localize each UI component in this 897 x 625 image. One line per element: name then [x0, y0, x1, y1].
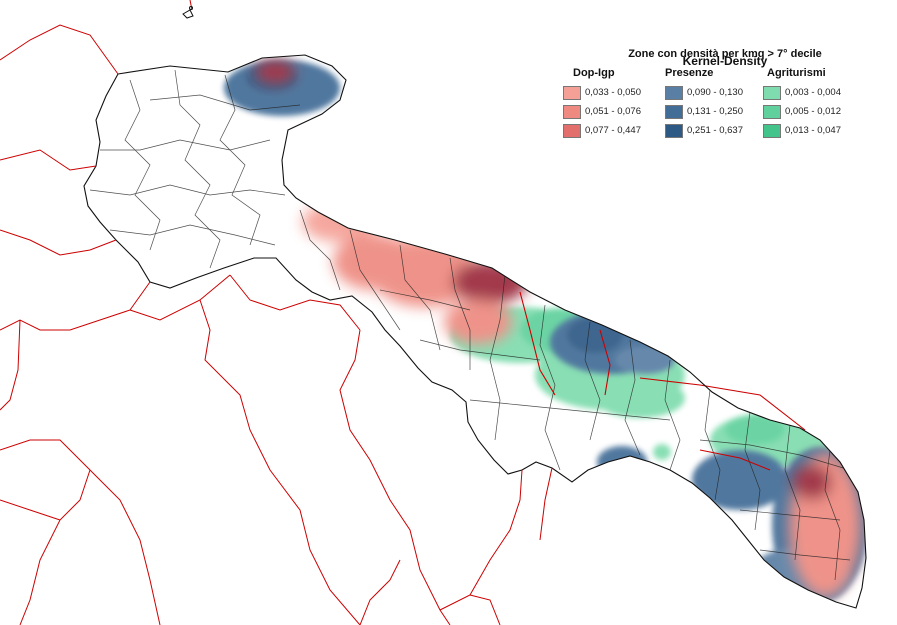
legend-item: 0,013 - 0,047 [763, 121, 873, 140]
legend-swatch [563, 104, 581, 119]
legend-item: 0,090 - 0,130 [665, 83, 775, 102]
legend-swatch [563, 123, 581, 138]
municipal-boundaries [89, 69, 851, 581]
legend-swatch [763, 123, 781, 138]
legend-heading: Agriturismi [767, 67, 826, 79]
legend-heading: Presenze [665, 67, 714, 79]
legend-label: 0,090 - 0,130 [687, 87, 743, 98]
legend-swatch [665, 85, 683, 100]
legend-label: 0,003 - 0,004 [785, 87, 841, 98]
legend-item: 0,051 - 0,076 [563, 102, 673, 121]
legend-item: 0,033 - 0,050 [563, 83, 673, 102]
legend-label: 0,251 - 0,637 [687, 125, 743, 136]
legend-group-presenze: Presenze 0,090 - 0,130 0,131 - 0,250 0,2… [665, 67, 775, 140]
density-overlay [224, 60, 866, 603]
legend-label: 0,033 - 0,050 [585, 87, 641, 98]
map-title: Kernel-Density [682, 54, 768, 68]
islands [182, 6, 194, 19]
legend-label: 0,013 - 0,047 [785, 125, 841, 136]
region-outline [83, 54, 867, 609]
legend-item: 0,251 - 0,637 [665, 121, 775, 140]
legend: Kernel-Density [560, 54, 890, 140]
legend-item: 0,131 - 0,250 [665, 102, 775, 121]
legend-label: 0,051 - 0,076 [585, 106, 641, 117]
legend-swatch [563, 85, 581, 100]
legend-swatch [665, 104, 683, 119]
legend-label: 0,077 - 0,447 [585, 125, 641, 136]
legend-group-agriturismi: Agriturismi 0,003 - 0,004 0,005 - 0,012 … [763, 67, 873, 140]
legend-heading: Dop-Igp [573, 67, 615, 79]
legend-item: 0,003 - 0,004 [763, 83, 873, 102]
legend-swatch [763, 104, 781, 119]
legend-group-dop-igp: Dop-Igp 0,033 - 0,050 0,051 - 0,076 0,07… [563, 67, 673, 140]
legend-label: 0,005 - 0,012 [785, 106, 841, 117]
legend-swatch [763, 85, 781, 100]
legend-item: 0,077 - 0,447 [563, 121, 673, 140]
legend-label: 0,131 - 0,250 [687, 106, 743, 117]
neighbour-region-borders [0, 0, 553, 625]
legend-swatch [665, 123, 683, 138]
map-subtitle: Zone con densità per kmq > 7° decile [628, 48, 822, 60]
legend-item: 0,005 - 0,012 [763, 102, 873, 121]
internal-borders [519, 291, 806, 471]
